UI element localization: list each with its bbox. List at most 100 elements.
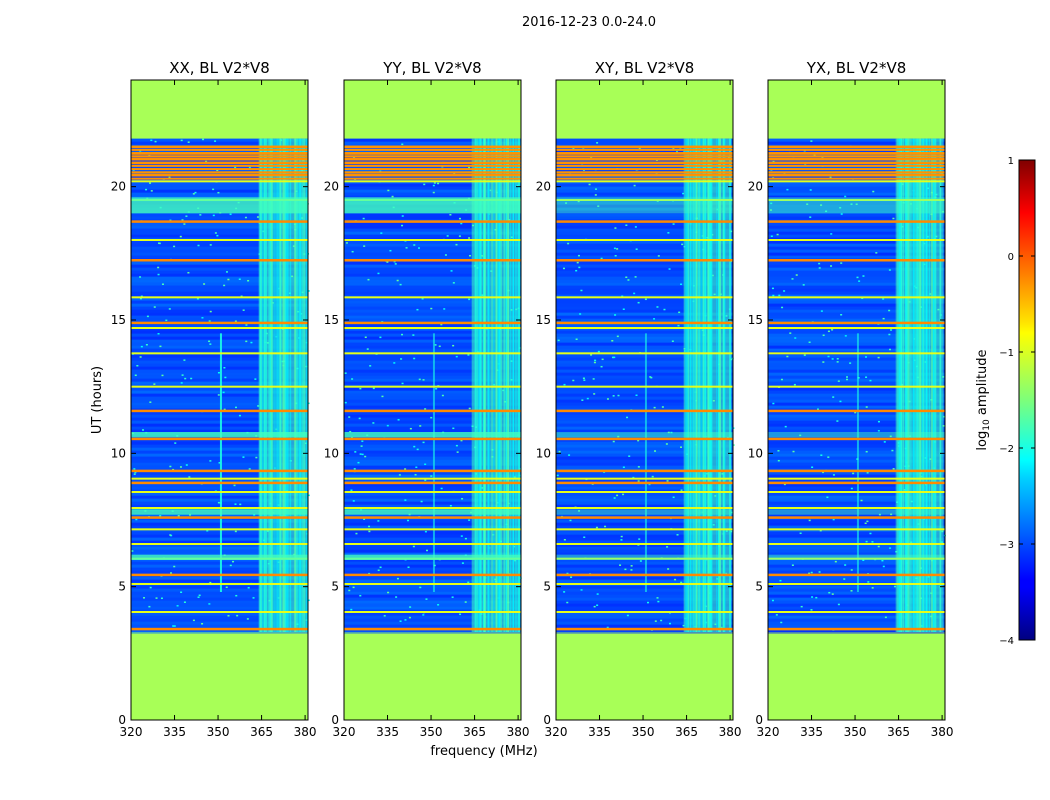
panel-noise-row: [768, 420, 945, 424]
panel-speckle: [558, 450, 561, 453]
panel-noise-row: [556, 624, 733, 628]
panel-noise-row: [556, 588, 733, 592]
panel-speckle: [168, 176, 171, 179]
panel-flag-line-dense: [344, 177, 521, 180]
panel-speckle: [229, 564, 232, 567]
panel-noise-row: [344, 540, 521, 544]
panel-noise-row: [131, 312, 308, 316]
panel-flag-line-orange: [344, 516, 521, 519]
panel-speckle: [650, 376, 653, 379]
panel-noise-row: [131, 450, 308, 454]
panel-noise-row: [768, 303, 945, 307]
panel-noise-row: [131, 507, 308, 511]
panel-speckle: [566, 601, 569, 604]
panel-noise-row: [344, 240, 521, 244]
panel-rfi-striation: [280, 138, 282, 632]
panel-noise-row: [131, 561, 308, 565]
panel-flag-line-dense: [556, 158, 733, 161]
panel-noise-row: [768, 324, 945, 328]
panel-noise-row: [131, 495, 308, 499]
panel-speckle: [139, 297, 142, 300]
panel-flag-line: [556, 557, 733, 560]
panel-noise-row: [768, 456, 945, 460]
y-tick-label: 15: [536, 313, 551, 327]
y-tick-label: 0: [543, 713, 551, 727]
panel-noise-row: [344, 534, 521, 538]
panel-noise-row: [344, 324, 521, 328]
panel-speckle: [432, 184, 435, 187]
panel-noise-row: [344, 186, 521, 190]
panel-noise-row: [556, 429, 733, 433]
panel-rfi-striation: [724, 138, 726, 632]
panel-noise-row: [131, 621, 308, 625]
panel-speckle: [153, 306, 156, 308]
panel-rfi-striation: [910, 138, 912, 632]
panel-noise-row: [556, 324, 733, 328]
panel-rfi-striation: [902, 138, 905, 632]
panel-noise-row: [344, 285, 521, 289]
panel-noise-row: [556, 462, 733, 466]
x-tick-label: 335: [376, 725, 399, 739]
panel-noise-row: [131, 315, 308, 319]
panel-noise-row: [768, 546, 945, 550]
panel-flag-line-dense: [556, 171, 733, 174]
panel-speckle: [628, 455, 631, 457]
panel-noise-row: [556, 459, 733, 463]
panel-speckle: [811, 466, 814, 468]
panel-noise-row: [768, 264, 945, 268]
panel-noise-row: [556, 348, 733, 352]
panel-noise-row: [344, 597, 521, 601]
panel-speckle: [344, 372, 347, 374]
colorbar-tick-label: −3: [999, 540, 1014, 551]
panel-speckle: [350, 436, 353, 439]
panel-flag-line: [768, 296, 945, 299]
panel-noise-row: [556, 465, 733, 469]
panel-flag-line: [131, 477, 308, 480]
panel-speckle: [616, 248, 619, 250]
panel-speckle: [461, 562, 464, 564]
panel-speckle: [430, 475, 433, 477]
panel-speckle: [467, 354, 470, 356]
panel-noise-row: [768, 564, 945, 568]
panel-speckle: [172, 468, 175, 471]
panel-speckle: [675, 151, 678, 153]
panel-flag-line-orange: [556, 481, 733, 485]
panel-rfi-striation: [717, 138, 720, 632]
panel-flag-line: [556, 180, 733, 183]
panel-speckle: [668, 622, 671, 625]
panel-noise-row: [344, 192, 521, 196]
x-tick-label: 380: [719, 725, 742, 739]
panel-noise-row: [768, 591, 945, 595]
panel-speckle: [771, 599, 774, 602]
panel-speckle: [146, 315, 149, 318]
panel-speckle: [401, 382, 404, 385]
panel-noise-row: [768, 315, 945, 319]
y-tick-label: 5: [331, 580, 339, 594]
panel-speckle: [799, 532, 802, 535]
panel-flag-line-orange: [768, 409, 945, 413]
x-axis-label: frequency (MHz): [430, 744, 537, 759]
panel-flag-line-orange: [556, 469, 733, 473]
panel-rfi-striation: [708, 138, 711, 632]
panel-noise-row: [344, 294, 521, 298]
panel-noise-row: [344, 378, 521, 382]
x-tick-label: 380: [294, 725, 317, 739]
panel-speckle: [844, 564, 847, 566]
panel-noise-row: [556, 426, 733, 430]
panel-noise-row: [556, 453, 733, 457]
panel-speckle: [359, 387, 362, 390]
panel-noise-row: [131, 189, 308, 193]
panel-flag-line: [344, 327, 521, 329]
panel-title: XY, BL V2*V8: [595, 59, 695, 77]
panel-speckle: [875, 252, 878, 254]
panel-speckle: [372, 422, 375, 424]
panel-noise-row: [131, 288, 308, 292]
panel-noise-row: [556, 213, 733, 217]
panel-noise-row: [344, 615, 521, 619]
panel-noise-row: [131, 387, 308, 391]
panel-speckle: [257, 405, 260, 407]
panel-rfi-striation: [700, 138, 703, 632]
panel-noise-row: [131, 486, 308, 490]
panel-speckle: [461, 498, 464, 500]
panel-speckle: [369, 365, 372, 367]
